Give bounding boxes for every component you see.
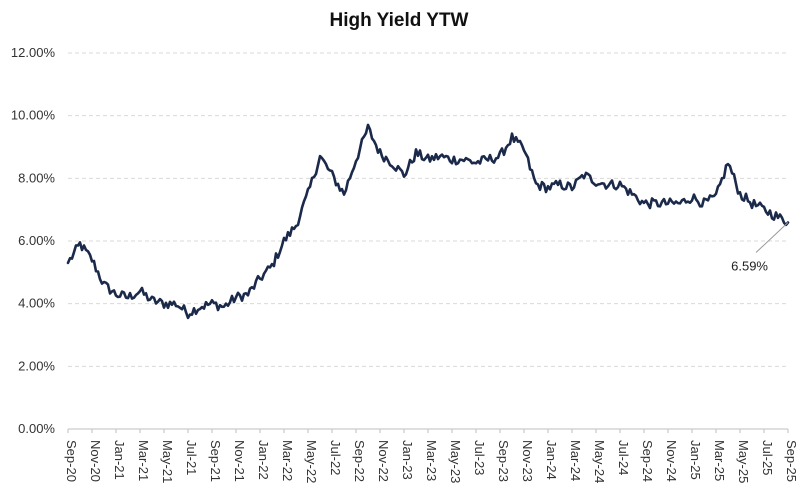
- y-tick-label: 12.00%: [11, 45, 56, 60]
- x-tick-label: Mar-23: [424, 440, 439, 481]
- y-tick-label: 2.00%: [18, 358, 55, 373]
- x-tick-label: Sep-23: [496, 440, 511, 482]
- x-tick-label: Jan-22: [256, 440, 271, 480]
- x-tick-label: May-25: [736, 440, 751, 483]
- x-tick-label: Sep-20: [64, 440, 79, 482]
- x-tick-label: Mar-25: [712, 440, 727, 481]
- x-tick-label: Jul-24: [616, 440, 631, 475]
- x-tick-label: Jul-23: [472, 440, 487, 475]
- x-tick-label: Mar-21: [136, 440, 151, 481]
- x-tick-label: Sep-24: [640, 440, 655, 482]
- x-tick-label: Jan-21: [112, 440, 127, 480]
- x-axis-tick-labels: Sep-20 Nov-20 Jan-21 Mar-21 May-21 Jul-21 Sep-…: [64, 440, 798, 483]
- chart-title: High Yield YTW: [329, 10, 469, 31]
- gridlines: [68, 52, 788, 367]
- x-tick-label: Nov-24: [664, 440, 679, 482]
- y-tick-label: 10.00%: [11, 108, 56, 123]
- x-tick-label: Mar-24: [568, 440, 583, 481]
- y-tick-label: 0.00%: [18, 421, 55, 436]
- x-tick-label: May-21: [160, 440, 175, 483]
- x-tick-label: Jul-22: [328, 440, 343, 475]
- y-tick-label: 4.00%: [18, 296, 55, 311]
- x-tick-label: Sep-25: [784, 440, 798, 482]
- x-tick-label: Jul-21: [184, 440, 199, 475]
- x-tick-label: May-23: [448, 440, 463, 483]
- x-tick-label: Jan-24: [544, 440, 559, 480]
- axes: [67, 428, 789, 433]
- x-tick-label: Nov-23: [520, 440, 535, 482]
- x-tick-label: Nov-21: [232, 440, 247, 482]
- x-tick-label: Jan-23: [400, 440, 415, 480]
- x-tick-label: Jan-25: [688, 440, 703, 480]
- series-line: [66, 123, 790, 320]
- y-tick-label: 8.00%: [18, 170, 55, 185]
- last-value-label: 6.59%: [731, 259, 768, 274]
- x-tick-label: May-22: [304, 440, 319, 483]
- y-axis-tick-labels: 0.00% 2.00% 4.00% 6.00% 8.00% 10.00% 12.00%: [11, 45, 56, 436]
- x-tick-label: Sep-22: [352, 440, 367, 482]
- x-tick-label: Nov-20: [88, 440, 103, 482]
- series: [66, 123, 790, 320]
- y-tick-label: 6.00%: [18, 233, 55, 248]
- annotations: 6.59%: [731, 222, 789, 274]
- x-tick-label: May-24: [592, 440, 607, 483]
- x-tick-label: Mar-22: [280, 440, 295, 481]
- x-tick-label: Jul-25: [760, 440, 775, 475]
- annotation-leader-line: [755, 222, 789, 253]
- x-tick-label: Nov-22: [376, 440, 391, 482]
- x-tick-label: Sep-21: [208, 440, 223, 482]
